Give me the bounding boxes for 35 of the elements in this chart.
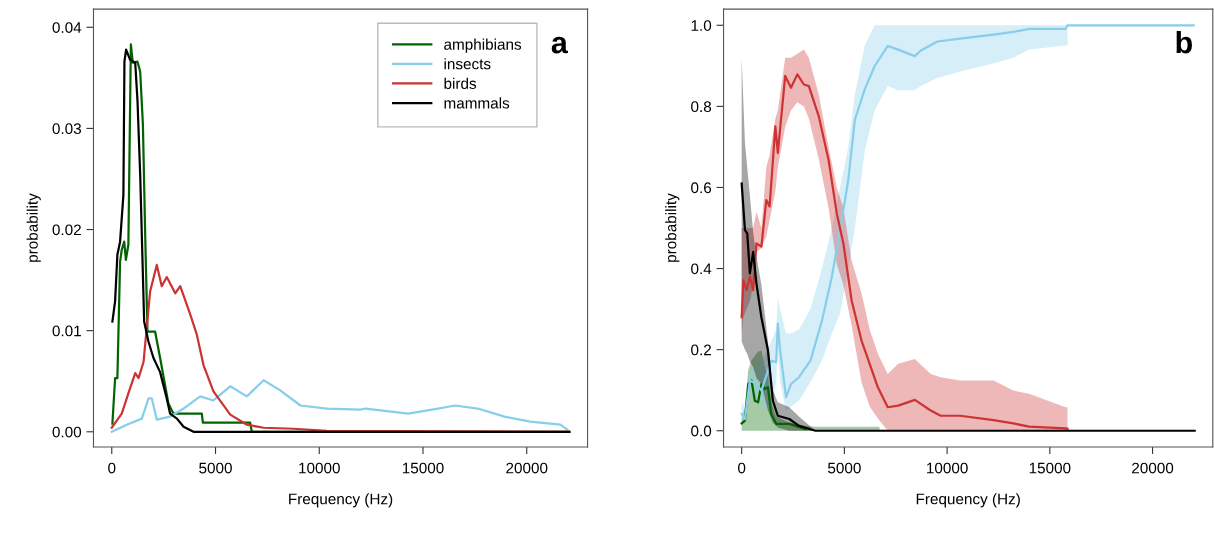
x-tick-label: 20000 [506,462,548,474]
y-tick-label: 0.04 [52,22,82,33]
annotation: b [1176,30,1192,54]
y-axis-title: probability [665,193,680,262]
y-tick-label: 0.0 [691,425,712,437]
line-series [740,24,1195,421]
line-series [110,379,569,433]
legend-label: amphibians [444,38,522,53]
x-tick-label: 15000 [402,462,444,474]
y-tick-label: 0.6 [691,182,712,194]
annotation: a [551,36,569,54]
line-series [740,182,1196,432]
y-tick-label: 0.8 [691,101,712,113]
line-series [740,379,807,431]
legend-label: insects [444,58,491,70]
x-tick-label: 0 [108,462,116,474]
legend-label: birds [444,77,477,89]
x-tick-label: 20000 [1132,462,1174,474]
x-tick-label: 5000 [199,462,232,474]
x-tick-label: 5000 [828,462,861,474]
x-tick-label: 10000 [299,462,340,474]
y-tick-label: 0.02 [52,224,81,236]
y-axis-title: probability [26,193,41,262]
y-tick-label: 0.01 [52,325,81,337]
x-tick-label: 0 [738,462,746,474]
y-tick-label: 0.00 [52,426,82,438]
x-axis-title: Frequency (Hz) [916,493,1020,508]
y-tick-label: 1.0 [691,20,712,31]
x-tick-label: 10000 [927,462,968,474]
y-tick-label: 0.2 [691,344,711,356]
x-tick-label: 15000 [1029,462,1071,474]
legend-label: mammals [444,97,510,109]
x-axis-title: Frequency (Hz) [289,493,393,508]
y-tick-label: 0.4 [691,263,712,275]
y-tick-label: 0.03 [52,123,81,135]
